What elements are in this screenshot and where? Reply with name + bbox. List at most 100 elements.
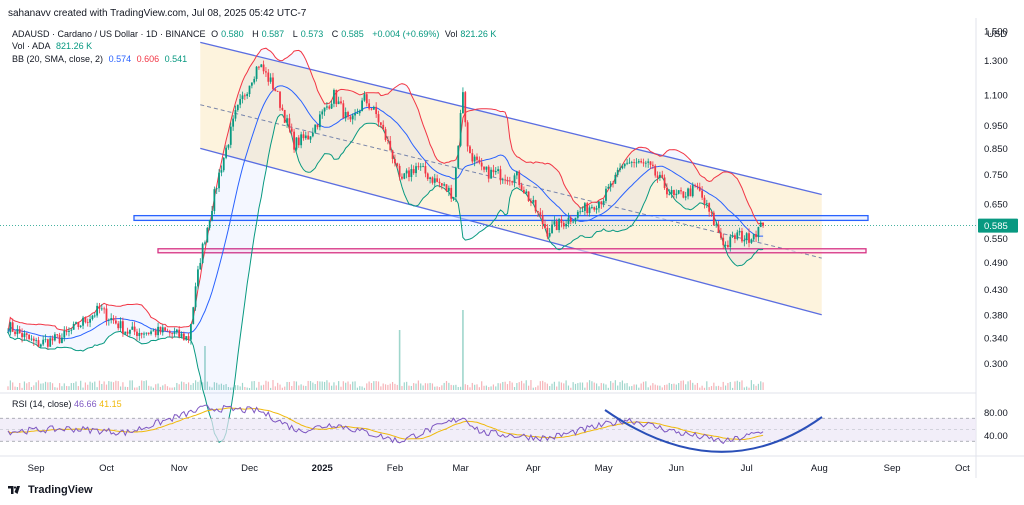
volume-bar [192,383,194,390]
volume-bar [628,386,631,390]
volume-bar [42,383,44,390]
volume-bar [68,386,70,390]
volume-bar [492,384,495,390]
volume-bar [408,385,410,390]
candle-body [49,338,52,347]
volume-bar [417,380,419,390]
candle-body [86,322,89,323]
candle-body [635,162,638,164]
volume-bar [328,382,330,390]
candle-body [227,144,230,148]
volume-bar [37,380,40,390]
volume-bar [375,381,377,390]
candle-body [56,334,59,336]
candle-body [666,187,668,195]
volume-bar [323,381,326,390]
candle-body [107,319,110,321]
candle-body [417,166,420,168]
horizontal-zones[interactable] [0,214,976,254]
volume-bar [359,386,361,390]
volume-bar [16,387,18,390]
volume-bar [305,385,307,390]
volume-bar [591,381,593,390]
volume-bar [391,381,394,390]
volume-bar [452,385,455,390]
volume-bar [406,381,408,390]
candle-body [382,124,385,130]
candle-body [450,187,453,199]
symbol-title[interactable]: ADAUSD · Cardano / US Dollar · 1D · BINA… [12,29,206,39]
volume-bar [757,383,759,390]
x-tick-label: Sep [884,463,901,474]
candle-body [89,319,91,323]
volume-bar [227,387,230,390]
candle-body [93,315,96,317]
volume-bar [424,383,427,390]
candle-body [267,72,270,82]
candle-body [91,315,94,320]
volume-bar [126,386,129,390]
volume-legend[interactable]: Vol · ADA 821.26 K [12,41,93,51]
candle-body [586,203,589,214]
volume-bar [119,386,122,390]
volume-bar [267,381,269,390]
candle-body [630,162,633,163]
candle-body [757,226,760,238]
volume-bar [28,381,30,390]
x-tick-label: Aug [811,463,828,474]
volume-bar [246,387,248,390]
volume-bar [558,381,560,390]
candle-body [79,325,82,327]
volume-bar [640,383,642,390]
candle-body [159,326,162,333]
volume-bar [551,383,553,390]
volume-bar [237,385,239,390]
candle-body [105,308,108,321]
candle-body [288,118,291,129]
volume-bar [483,385,485,390]
volume-bar [54,387,56,390]
y-tick-label: 0.380 [984,310,1008,321]
candle-body [204,242,206,244]
candle-body [729,236,732,248]
volume-bar [35,382,37,390]
candle-body [208,220,211,228]
volume-bar [565,380,567,390]
volume-bar [185,383,187,390]
volume-bar [649,385,652,390]
volume-bar [696,382,699,390]
candle-body [607,186,610,189]
candle-body [412,169,415,174]
candle-body [717,224,720,233]
candle-body [668,193,671,195]
y-tick-label: 0.430 [984,285,1008,296]
volume-bar [241,382,244,390]
volume-bar [162,385,164,390]
volume-bar [689,380,691,390]
volume-bar [553,381,555,390]
volume-bar [220,383,222,390]
candle-body [145,332,148,334]
volume-bar [542,380,544,390]
candle-body [759,222,762,227]
volume-bar [84,382,86,390]
candle-body [518,171,521,186]
candle-body [750,239,753,243]
rsi-legend[interactable]: RSI (14, close) 46.66 41.15 [12,399,122,409]
x-tick-label: Oct [955,463,970,474]
candle-body [11,322,14,332]
volume-bar [232,387,234,390]
candle-body [124,331,127,334]
tradingview-brand[interactable]: TradingView [8,484,93,496]
bollinger-legend[interactable]: BB (20, SMA, close, 2) 0.574 0.606 0.541 [12,54,188,64]
candle-body [612,183,614,185]
volume-bar [595,383,598,390]
volume-bar [755,385,757,390]
candle-body [7,332,9,334]
candle-body [243,95,246,97]
candle-body [32,338,35,341]
volume-bar [190,384,192,390]
rsi-tick-label: 40.00 [984,431,1008,442]
candle-body [389,140,392,151]
